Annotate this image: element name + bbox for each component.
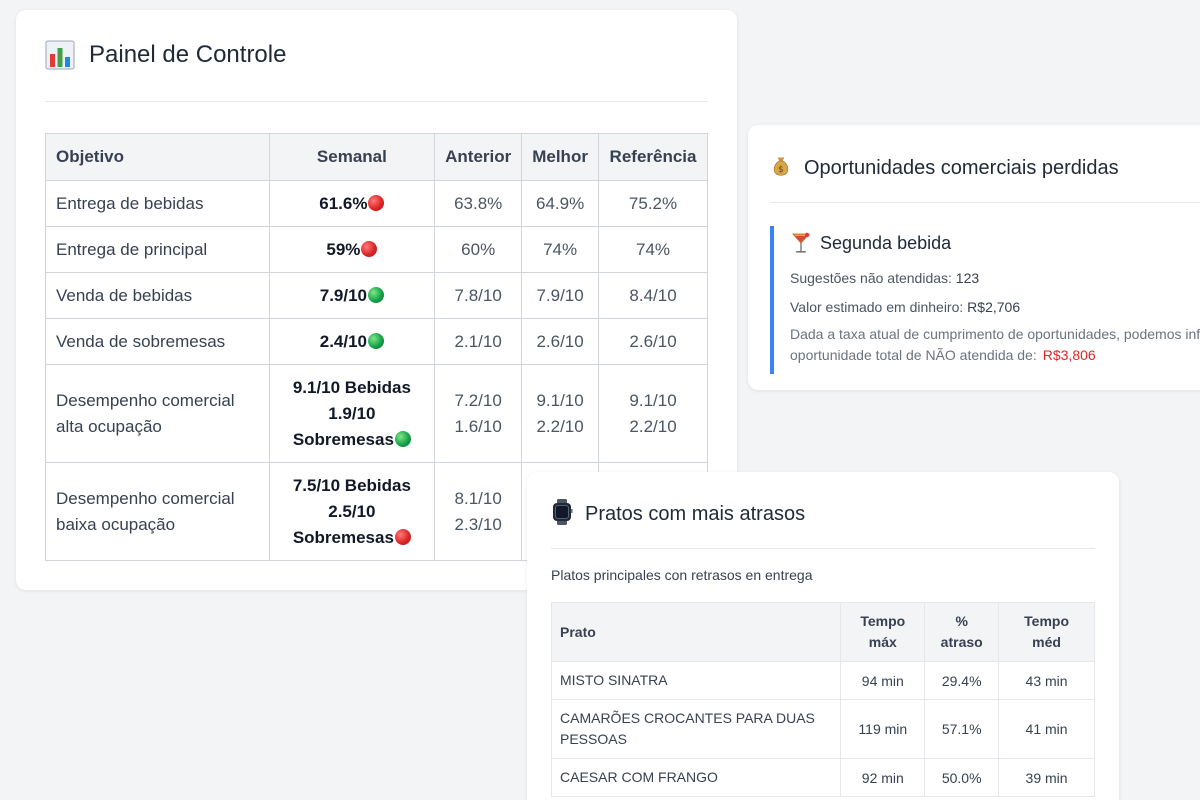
dish-name: MISTO SINATRA [550, 661, 842, 700]
reference-value: 75.2% [598, 180, 708, 227]
bar-chart-icon [45, 40, 75, 70]
lost-opportunities-card: $ Oportunidades comerciais perdidas Segu… [748, 125, 1200, 390]
opportunity-section: Segunda bebida Sugestões não atendidas: … [770, 226, 1200, 374]
avg-time: 43 min [998, 661, 1095, 700]
estimated-cash-value: Valor estimado em dinheiro: R$2,706 [790, 299, 1021, 315]
best-value: 2.6/10 [521, 318, 600, 365]
previous-value: 7.8/10 [434, 272, 523, 319]
column-header-tempo-med: Tempo méd [998, 602, 1095, 662]
delay-percent: 57.1% [924, 699, 1000, 759]
table-row: MISTO SINATRA 94 min 29.4% 43 min [550, 661, 1095, 700]
delayed-dishes-card: Pratos com mais atrasos Platos principal… [527, 472, 1119, 800]
dish-name: CAMARÕES CROCANTES PARA DUAS PESSOAS [550, 699, 842, 759]
column-header-objetivo: Objetivo [45, 133, 270, 181]
column-header-referencia: Referência [598, 133, 708, 181]
green-status-icon [394, 430, 411, 447]
cocktail-icon [792, 232, 810, 253]
table-header-row: Objetivo Semanal Anterior Melhor Referên… [45, 133, 708, 181]
dish-name: CAESAR COM FRANGO [550, 758, 842, 797]
best-value: 64.9% [521, 180, 600, 227]
best-value: 74% [521, 226, 600, 273]
opportunity-section-title: Segunda bebida [820, 232, 952, 253]
red-status-icon [394, 528, 411, 545]
delay-percent: 50.0% [924, 758, 1000, 797]
table-header-row: Prato Tempo máx % atraso Tempo méd [550, 602, 1095, 662]
lost-opportunities-header: $ Oportunidades comerciais perdidas [770, 153, 1200, 203]
table-row: CAESAR COM FRANGO 92 min 50.0% 39 min [550, 758, 1095, 797]
weekly-value: 2.4/10 [268, 318, 436, 365]
weekly-value: 7.9/10 [268, 272, 436, 319]
weekly-value: 9.1/10 Bebidas 1.9/10 Sobremesas [268, 364, 436, 463]
watch-icon [553, 499, 573, 525]
column-header-melhor: Melhor [521, 133, 600, 181]
delayed-dishes-title: Pratos com mais atrasos [585, 503, 806, 525]
weekly-value: 61.6% [268, 180, 436, 227]
control-panel-header: Painel de Controle [45, 40, 708, 102]
objective-label: Entrega de principal [45, 226, 270, 273]
previous-value: 8.1/10 2.3/10 [434, 462, 523, 561]
objective-label: Desempenho comercial baixa ocupação [45, 462, 270, 561]
table-row: Entrega de bebidas 61.6% 63.8% 64.9% 75.… [45, 180, 708, 227]
svg-text:$: $ [778, 164, 783, 174]
best-value: 9.1/10 2.2/10 [521, 364, 600, 463]
delayed-dishes-table: Prato Tempo máx % atraso Tempo méd MISTO SI… [550, 602, 1095, 797]
column-header-anterior: Anterior [434, 133, 523, 181]
money-bag-icon: $ [773, 157, 789, 176]
max-time: 92 min [840, 758, 926, 797]
max-time: 119 min [840, 699, 926, 759]
avg-time: 41 min [998, 699, 1095, 759]
delay-percent: 29.4% [924, 661, 1000, 700]
opportunity-note: Dada a taxa atual de cumprimento de opor… [790, 326, 1200, 363]
table-row: Desempenho comercial alta ocupação 9.1/10… [45, 364, 708, 463]
unmet-suggestions: Sugestões não atendidas: 123 [790, 270, 980, 286]
reference-value: 2.6/10 [598, 318, 708, 365]
reference-value: 74% [598, 226, 708, 273]
previous-value: 2.1/10 [434, 318, 523, 365]
previous-value: 60% [434, 226, 523, 273]
red-status-icon [368, 195, 385, 211]
objective-label: Desempenho comercial alta ocupação [45, 364, 270, 463]
table-row: Entrega de principal 59% 60% 74% 74% [45, 226, 708, 273]
weekly-value: 59% [268, 226, 436, 273]
lost-opportunities-title: Oportunidades comerciais perdidas [804, 157, 1119, 179]
best-value: 7.9/10 [521, 272, 600, 319]
table-row: Venda de sobremesas 2.4/10 2.1/10 2.6/10… [45, 318, 708, 365]
max-time: 94 min [840, 661, 926, 700]
total-missed-value: R$3,806 [1042, 347, 1096, 363]
delayed-dishes-subtitle: Platos principales con retrasos en entre… [551, 567, 813, 583]
table-row: Venda de bebidas 7.9/10 7.8/10 7.9/10 8.… [45, 272, 708, 319]
avg-time: 39 min [998, 758, 1095, 797]
red-status-icon [361, 241, 378, 257]
previous-value: 7.2/10 1.6/10 [434, 364, 523, 463]
previous-value: 63.8% [434, 180, 523, 227]
reference-value: 9.1/10 2.2/10 [598, 364, 708, 463]
objective-label: Venda de sobremesas [45, 318, 270, 365]
green-status-icon [368, 333, 384, 349]
objective-label: Venda de bebidas [45, 272, 270, 319]
table-row: CAMARÕES CROCANTES PARA DUAS PESSOAS 119 … [550, 699, 1095, 759]
column-header-semanal: Semanal [268, 133, 436, 181]
objective-label: Entrega de bebidas [45, 180, 270, 227]
column-header-prato: Prato [550, 602, 842, 662]
delayed-dishes-header: Pratos com mais atrasos [551, 499, 1095, 549]
green-status-icon [368, 287, 384, 303]
page-title: Painel de Controle [89, 41, 287, 68]
column-header-pct-atraso: % atraso [924, 602, 1000, 662]
reference-value: 8.4/10 [598, 272, 708, 319]
column-header-tempo-max: Tempo máx [840, 602, 926, 662]
weekly-value: 7.5/10 Bebidas 2.5/10 Sobremesas [268, 462, 436, 561]
